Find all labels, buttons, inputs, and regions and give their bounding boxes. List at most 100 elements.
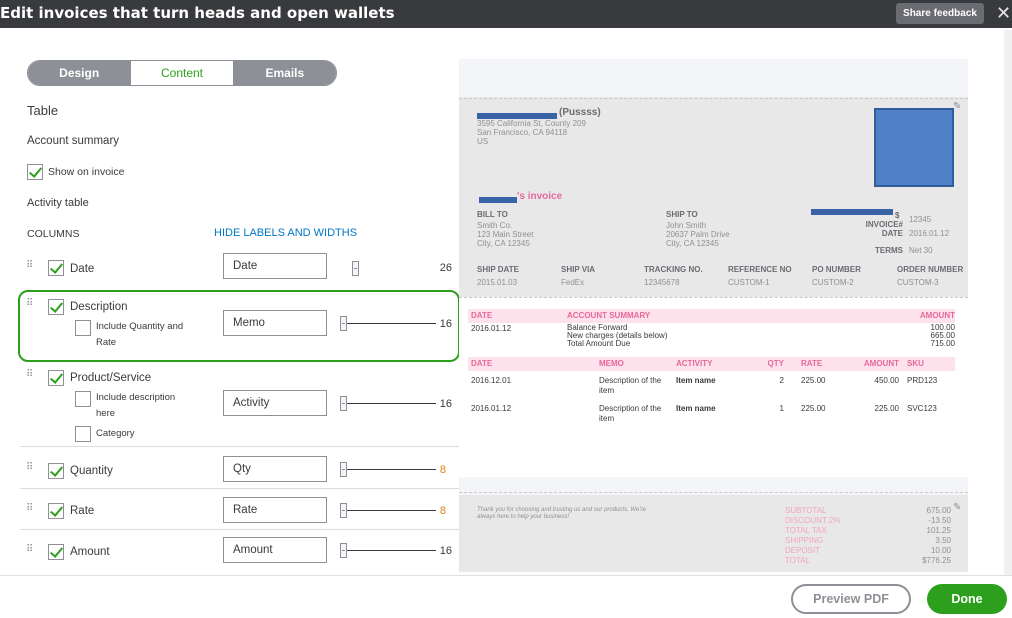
edit-pencil-icon[interactable]: ✎ [953,101,962,112]
done-button[interactable]: Done [927,584,1007,614]
column-quantity-field[interactable]: Qty [223,456,327,482]
window-title: Edit invoices that turn heads and open w… [0,4,395,22]
column-quantity-checkbox[interactable] [48,463,64,479]
totals-labels: SUBTOTAL DISCOUNT 2% TOTAL TAX SHIPPING … [785,506,840,566]
category-checkbox[interactable] [75,426,91,442]
bill-to-line: City, CA 12345 [477,239,530,248]
ship-value: CUSTOM-3 [897,278,939,287]
column-rate-field[interactable]: Rate [223,497,327,523]
tab-design[interactable]: Design [28,61,131,85]
drag-handle-icon[interactable]: ⠿ [26,462,34,473]
column-description-field[interactable]: Memo [223,310,327,336]
thank-you-line: Thank you for choosing and trusting us a… [477,507,646,513]
column-quantity-width: 8 [439,464,446,476]
summary-amount: 665.00 [930,331,955,340]
total-label: DISCOUNT 2% [785,516,841,525]
invoice-preview: ✎ (Pussss) 3595 California St, County 20… [459,59,968,572]
divider [459,98,968,99]
column-product-service-label: Product/Service [70,372,152,384]
activity-memo: Description of the [599,376,662,385]
activity-header: MEMO [599,359,624,368]
activity-header: ACTIVITY [676,359,713,368]
drag-handle-icon[interactable]: ⠿ [26,260,34,271]
drag-handle-icon[interactable]: ⠿ [26,503,34,514]
preview-pdf-button[interactable]: Preview PDF [791,584,911,614]
column-amount-field[interactable]: Amount [223,537,327,563]
column-product-service-field[interactable]: Activity [223,390,327,416]
column-rate-width-slider[interactable] [340,503,347,518]
activity-rate: 225.00 [801,376,826,385]
edit-pencil-icon[interactable]: ✎ [953,502,962,513]
bill-to-line: 123 Main Street [477,230,534,239]
column-date-checkbox[interactable] [48,260,64,276]
close-icon[interactable]: ✕ [996,3,1012,23]
activity-header: SKU [907,359,924,368]
column-rate-checkbox[interactable] [48,503,64,519]
summary-lines: Balance Forward New charges (details bel… [567,324,668,348]
column-date-field[interactable]: Date [223,253,327,279]
ship-value: FedEx [561,278,585,287]
divider [20,488,460,489]
include-qty-rate-checkbox[interactable] [75,320,91,336]
column-product-service-width-slider[interactable] [340,396,347,411]
include-description-checkbox[interactable] [75,391,91,407]
column-amount-label: Amount [70,546,110,558]
divider [20,446,460,447]
ship-header: REFERENCE NO [728,265,792,274]
column-rate-label: Rate [70,505,95,517]
column-product-service-width: 16 [439,398,452,410]
meta-value: 12345 [909,215,932,224]
drag-handle-icon[interactable]: ⠿ [26,298,34,309]
activity-header-bar [468,357,955,371]
column-date-width-slider[interactable] [352,261,359,276]
summary-header: DATE [471,311,493,320]
tab-emails[interactable]: Emails [233,61,336,85]
category-label: Category [96,428,135,439]
ship-header: SHIP VIA [561,265,596,274]
total-label: TOTAL [785,556,811,565]
scrollbar[interactable] [1004,30,1012,575]
summary-header-bar [468,309,955,323]
ship-to-line: 20637 Palm Drive [666,230,730,239]
column-quantity-label: Quantity [70,465,113,477]
preview-top-margin [459,59,968,97]
hide-labels-link[interactable]: HIDE LABELS AND WIDTHS [214,227,358,239]
footer-section[interactable] [459,495,968,572]
meta-label: $ [895,211,900,220]
column-amount-checkbox[interactable] [48,544,64,560]
activity-header: RATE [801,359,823,368]
tab-content[interactable]: Content [130,61,234,85]
activity-table-label: Activity table [27,197,89,209]
tab-bar: Design Content Emails [27,60,337,86]
column-description-checkbox[interactable] [48,299,64,315]
total-value: 101.25 [926,526,951,535]
total-label: TOTAL TAX [785,526,827,535]
slider-track [346,550,436,551]
show-on-invoice-checkbox[interactable] [27,164,43,180]
total-value: 10.00 [930,546,951,555]
ship-value: 12345678 [644,278,680,287]
column-description-width: 16 [439,318,452,330]
drag-handle-icon[interactable]: ⠿ [26,544,34,555]
totals-values: 675.00 -13.50 101.25 3.50 10.00 $776.25 [899,506,951,566]
title-bar: Edit invoices that turn heads and open w… [0,0,1012,28]
column-amount-width-slider[interactable] [340,543,347,558]
company-address: 3595 California St, County 209 San Franc… [477,119,586,146]
meta-label: TERMS [875,246,903,255]
address-line: US [477,137,489,146]
summary-amount: 100.00 [930,323,955,332]
address-line: 3595 California St, County 209 [477,119,586,128]
ship-header: TRACKING NO. [644,265,703,274]
activity-memo: Description of the [599,404,662,413]
activity-name: Item name [676,404,716,413]
drag-handle-icon[interactable]: ⠿ [26,369,34,380]
table-section[interactable] [459,297,968,477]
share-feedback-button[interactable]: Share feedback [896,3,984,24]
ship-value: CUSTOM-1 [728,278,770,287]
logo-placeholder[interactable] [874,108,954,187]
ship-to-label: SHIP TO [666,210,698,219]
thank-you-note: Thank you for choosing and trusting us a… [477,507,646,521]
column-product-service-checkbox[interactable] [48,370,64,386]
column-quantity-width-slider[interactable] [340,462,347,477]
column-description-width-slider[interactable] [340,316,347,331]
